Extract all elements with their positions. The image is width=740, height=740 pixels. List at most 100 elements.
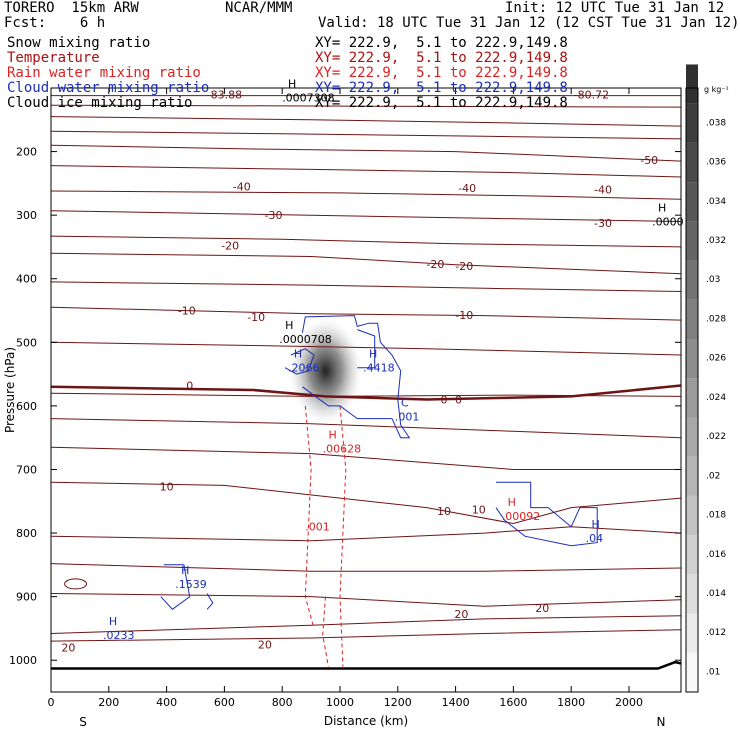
field-xy: XY= 222.9, 5.1 to 222.9,149.8 [315,65,568,81]
axes: 0 200 400 600 800 1000 1200 1400 1600 1800 2000200… [3,87,682,729]
temperature-label: 0 [441,394,448,407]
rain-contour [304,405,315,629]
extremum-value: .00628 [323,442,362,455]
temperature-label: -80.72 [574,88,609,101]
temperature-contour [50,615,682,634]
cloud-water-contour [160,564,191,610]
extremum-value: .0000708 [279,333,332,346]
x-tick-label: 200 [98,696,119,709]
colorbar-frame [685,87,699,693]
y-axis-label: Pressure (hPa) [3,347,17,433]
temperature-label: -10 [178,305,196,318]
colorbar-segment [686,64,698,104]
model-title: TORERO 15km ARW [4,0,139,16]
colorbar-tick-label: .028 [706,314,726,324]
temperature-label: -40 [594,184,612,197]
temperature-contour [50,481,682,525]
colorbar-tick-label: .012 [706,628,726,638]
field-xy: XY= 222.9, 5.1 to 222.9,149.8 [315,35,568,51]
x-tick-label: 400 [156,696,177,709]
extremum-mark: H [109,615,117,628]
ground-line [51,660,682,670]
init-time: Init: 12 UTC Tue 31 Jan 12 [505,0,725,16]
temperature-contour [50,526,682,542]
colorbar-tick-label: .01 [706,667,720,677]
cloud-water-contour [301,315,411,439]
temperature-contour [50,116,682,127]
temperature-label: 10 [160,481,174,494]
extremum-value: .0233 [103,629,134,642]
colorbar-tick-label: .034 [706,197,726,207]
extremum-value: .0000 [652,216,684,229]
temperature-contour [50,593,682,607]
extremum-mark: H [288,78,296,91]
x-tick-label: 600 [214,696,235,709]
y-tick-label: 500 [16,336,37,349]
y-tick-label: 900 [16,591,37,604]
colorbar-tick-label: .026 [706,354,726,364]
center-title: NCAR/MMM [225,0,293,16]
temperature-contour [50,306,682,321]
field-name: Cloud ice mixing ratio [7,95,193,111]
valid-time: Valid: 18 UTC Tue 31 Jan 12 (12 CST Tue … [318,15,740,31]
colorbar-tick-label: .02 [706,471,720,481]
forecast-hour: Fcst: 6 h [4,15,106,31]
colorbar-unit: g kg⁻¹ [704,85,729,94]
colorbar-tick-label: .036 [706,158,726,168]
colorbar-segment [686,221,698,261]
colorbar-segment [686,142,698,183]
temperature-label: 10 [472,504,486,517]
field-name: Rain water mixing ratio [7,65,201,81]
temperature-contours [50,95,682,642]
x-tick-label: 0 [48,696,55,709]
field-name: Cloud water mixing ratio [7,80,210,96]
field-xy: XY= 222.9, 5.1 to 222.9,149.8 [315,95,568,111]
extremum-mark: H [181,564,189,577]
extremum-value: .1539 [175,578,207,591]
extremum-value: .00092 [502,510,541,523]
extremum-mark: H [294,348,302,361]
extremum-value: .001 [305,521,330,534]
extremum-value: .04 [586,532,604,545]
temperature-label: -20 [426,258,444,271]
colorbar: .01 .012 .014 .016 .018 .02 .022 .024 .026 .028 .0… [685,64,729,693]
x-tick-label: 1800 [557,696,585,709]
cloud-water-contours [160,315,598,610]
plot-frame [50,87,682,693]
temperature-label: 10 [437,505,451,518]
temperature-label: -30 [594,217,612,230]
field-name: Temperature [7,50,100,66]
temperature-contour [50,190,682,200]
temperature-contour [50,418,682,439]
extremum-mark: H [658,202,666,215]
colorbar-segment [686,417,698,457]
colorbar-tick-label: .018 [706,511,726,521]
temperature-contour [50,392,682,397]
temperature-label: -83.88 [207,88,242,101]
extremum-mark: H [591,518,599,531]
colorbar-segment [686,613,698,653]
extremum-value: .001 [395,411,420,424]
cloud-water-contour [206,593,214,610]
extremum-value: .2066 [288,362,320,375]
temperature-contour [50,165,682,178]
temperature-contour [50,210,682,222]
temperature-label: -10 [247,311,265,324]
temperature-label: -20 [455,260,473,273]
extremum-mark: H [329,428,337,441]
colorbar-tick-label: .038 [706,118,726,128]
extremum-mark: H [508,496,516,509]
rain-contour [322,596,329,667]
extremum-mark: H [285,319,293,332]
x-axis-label: Distance (km) [324,714,408,728]
temperature-contour [50,235,682,248]
temperature-label: -20 [221,240,239,253]
y-tick-label: 400 [16,273,37,286]
colorbar-segment [686,299,698,340]
temperature-label: 20 [535,602,549,615]
colorbar-segment [686,456,698,496]
temperature-label: -40 [233,181,251,194]
y-tick-label: 1000 [9,654,37,667]
colorbar-tick-label: .014 [706,589,726,599]
